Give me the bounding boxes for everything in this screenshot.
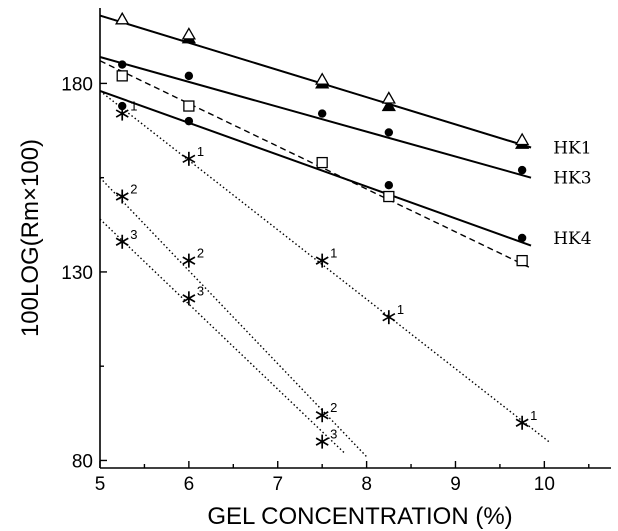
series-label-hk1: HK1 <box>553 139 591 159</box>
data-point-series-5-shape <box>516 254 528 267</box>
data-point-series-7 <box>115 189 129 204</box>
data-point-series-2-shape <box>184 71 194 81</box>
fit-line-series-3 <box>99 90 532 247</box>
fit-line-series-2 <box>99 56 532 179</box>
data-point-series-3 <box>184 116 194 126</box>
data-point-label: 3 <box>197 283 204 298</box>
data-point-series-3-shape <box>184 116 194 126</box>
data-point-series-5 <box>516 254 528 267</box>
data-point-series-5-shape <box>383 190 395 203</box>
data-point-series-7 <box>315 408 329 423</box>
data-point-series-2 <box>317 109 327 118</box>
data-point-series-4 <box>315 72 330 85</box>
data-point-series-1 <box>381 98 396 112</box>
y-axis-title: 100LOG(Rm×100) <box>17 139 44 337</box>
data-point-label: 2 <box>130 182 137 197</box>
fit-line-series-6 <box>99 90 550 443</box>
data-point-series-2 <box>118 60 127 69</box>
data-point-series-6-arm <box>182 154 196 164</box>
fit-line-series-5 <box>99 60 532 269</box>
data-point-series-8 <box>315 434 329 449</box>
data-point-series-5-shape <box>116 70 128 82</box>
data-point-series-4 <box>181 27 196 40</box>
data-point-series-5 <box>183 100 195 112</box>
data-point-series-4-shape <box>181 27 196 40</box>
data-point-series-6 <box>315 253 329 268</box>
data-point-series-8-arm <box>182 294 196 303</box>
data-point-series-6 <box>115 106 129 121</box>
data-point-series-6 <box>382 310 396 325</box>
data-point-label: 2 <box>197 246 204 261</box>
data-point-series-4-shape <box>515 132 530 146</box>
data-point-series-2 <box>517 165 527 175</box>
series-label-hk4: HK4 <box>553 229 591 249</box>
x-tick-label: 6 <box>184 474 195 495</box>
data-point-series-7-arm <box>115 192 129 201</box>
x-tick-label: 10 <box>534 474 555 495</box>
data-point-series-4 <box>115 12 130 25</box>
data-point-series-2-shape <box>317 109 327 118</box>
data-point-series-6 <box>515 415 529 430</box>
data-point-series-5 <box>316 156 328 169</box>
fit-line-series-4 <box>99 14 532 149</box>
data-point-series-6-arm <box>515 418 529 427</box>
data-point-series-4-shape <box>381 91 396 104</box>
data-point-series-3-shape <box>118 101 127 111</box>
x-axis-title: GEL CONCENTRATION (%) <box>207 503 512 530</box>
data-point-series-1-shape <box>381 98 396 112</box>
data-point-series-7-arm <box>315 410 329 420</box>
series-label-hk3: HK3 <box>553 169 591 189</box>
data-point-series-3-shape <box>517 233 527 243</box>
data-point-label: 1 <box>530 408 537 423</box>
data-point-label: 1 <box>397 302 404 317</box>
y-tick-label: 180 <box>61 74 93 95</box>
data-point-series-7 <box>182 253 196 268</box>
x-tick-label: 5 <box>95 474 106 495</box>
data-point-series-6-arm <box>382 312 396 322</box>
data-point-series-4-shape <box>315 72 330 85</box>
data-point-series-2-shape <box>384 128 394 137</box>
data-point-series-3 <box>118 101 127 111</box>
data-point-label: 1 <box>330 246 337 261</box>
data-point-series-2 <box>184 71 194 81</box>
data-point-series-5 <box>116 70 128 82</box>
data-point-label: 1 <box>197 144 204 159</box>
x-tick-label: 9 <box>450 474 461 495</box>
data-point-series-3 <box>384 181 394 190</box>
data-point-series-6-arm <box>115 109 129 118</box>
data-point-series-5 <box>383 190 395 203</box>
data-point-series-7-arm <box>182 256 196 265</box>
data-point-series-8 <box>182 291 196 306</box>
data-point-series-3 <box>517 233 527 243</box>
data-point-label: 1 <box>130 99 137 114</box>
data-point-series-4 <box>381 91 396 104</box>
data-point-series-8-arm <box>115 237 129 247</box>
data-point-series-2 <box>384 128 394 137</box>
data-point-label: 3 <box>130 227 137 242</box>
y-tick-label: 80 <box>72 451 93 472</box>
data-point-series-8-arm <box>315 437 329 446</box>
data-point-series-2-shape <box>118 60 127 69</box>
fit-line-series-8 <box>99 218 345 454</box>
data-point-series-4 <box>515 132 530 146</box>
x-tick-label: 8 <box>361 474 372 495</box>
data-point-series-5-shape <box>316 156 328 169</box>
data-point-series-6 <box>182 151 196 166</box>
x-tick-label: 7 <box>272 474 283 495</box>
data-point-series-6-arm <box>315 256 329 265</box>
fit-line-series-7 <box>99 177 368 458</box>
data-point-series-2-shape <box>517 165 527 175</box>
y-tick-label: 130 <box>61 263 93 284</box>
data-point-label: 3 <box>330 427 337 442</box>
data-point-label: 2 <box>330 400 337 415</box>
data-point-series-8 <box>115 234 129 249</box>
data-point-series-3-shape <box>384 181 394 190</box>
data-point-series-4-shape <box>115 12 130 25</box>
data-point-series-5-shape <box>183 100 195 112</box>
